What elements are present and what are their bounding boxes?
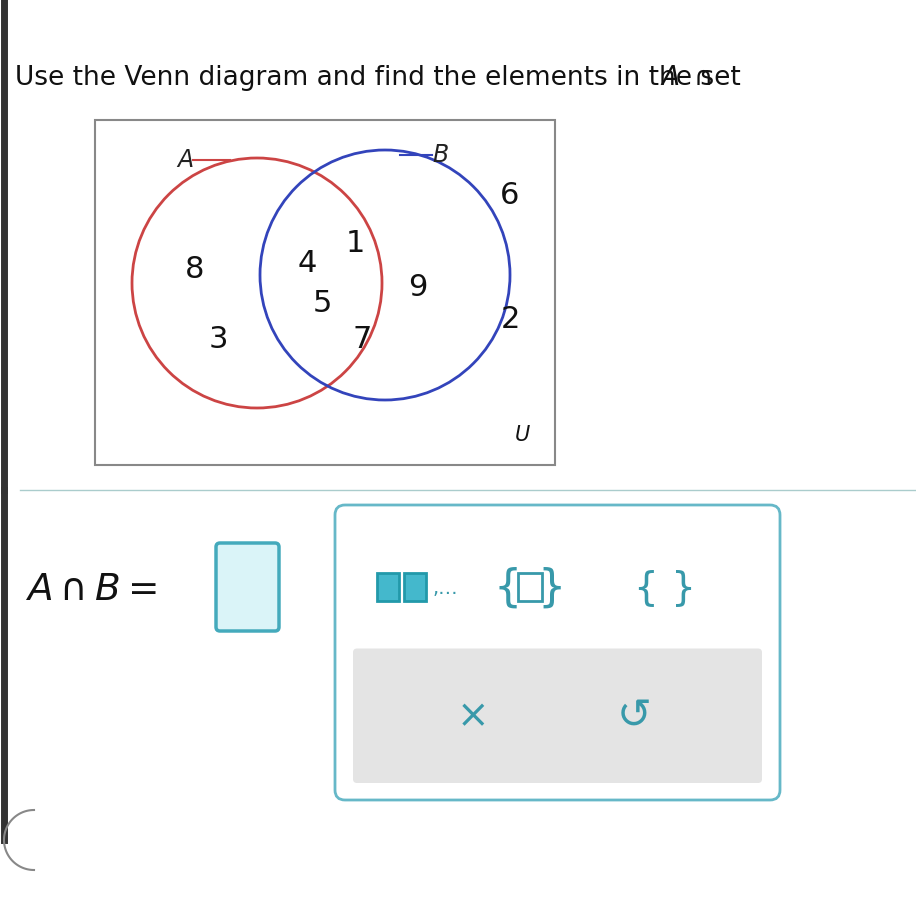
Text: ,…: ,… bbox=[433, 579, 459, 598]
Text: 1: 1 bbox=[345, 229, 365, 257]
FancyBboxPatch shape bbox=[404, 573, 426, 600]
Text: {: { bbox=[494, 567, 522, 610]
Text: $A \cap B =$: $A \cap B =$ bbox=[25, 572, 158, 608]
Text: 4: 4 bbox=[298, 248, 317, 278]
Text: 3: 3 bbox=[208, 325, 228, 355]
FancyBboxPatch shape bbox=[377, 573, 399, 600]
Text: 9: 9 bbox=[409, 274, 428, 302]
Text: Use the Venn diagram and find the elements in the set: Use the Venn diagram and find the elemen… bbox=[15, 65, 749, 91]
FancyBboxPatch shape bbox=[335, 505, 780, 800]
FancyBboxPatch shape bbox=[518, 573, 542, 600]
Text: ×: × bbox=[456, 697, 489, 735]
Text: B: B bbox=[431, 143, 448, 167]
Text: { }: { } bbox=[634, 570, 696, 607]
Text: }: } bbox=[538, 567, 566, 610]
FancyBboxPatch shape bbox=[216, 543, 279, 631]
Text: A: A bbox=[177, 148, 193, 172]
Text: 5: 5 bbox=[312, 289, 332, 317]
Text: 7: 7 bbox=[353, 325, 372, 355]
FancyBboxPatch shape bbox=[353, 649, 762, 783]
Text: U: U bbox=[515, 425, 529, 445]
Text: 6: 6 bbox=[500, 180, 519, 210]
FancyBboxPatch shape bbox=[95, 120, 555, 465]
Text: $A\ \cap$: $A\ \cap$ bbox=[660, 65, 711, 91]
Text: 8: 8 bbox=[185, 255, 205, 285]
Text: ↺: ↺ bbox=[616, 695, 651, 737]
Text: 2: 2 bbox=[500, 305, 519, 335]
